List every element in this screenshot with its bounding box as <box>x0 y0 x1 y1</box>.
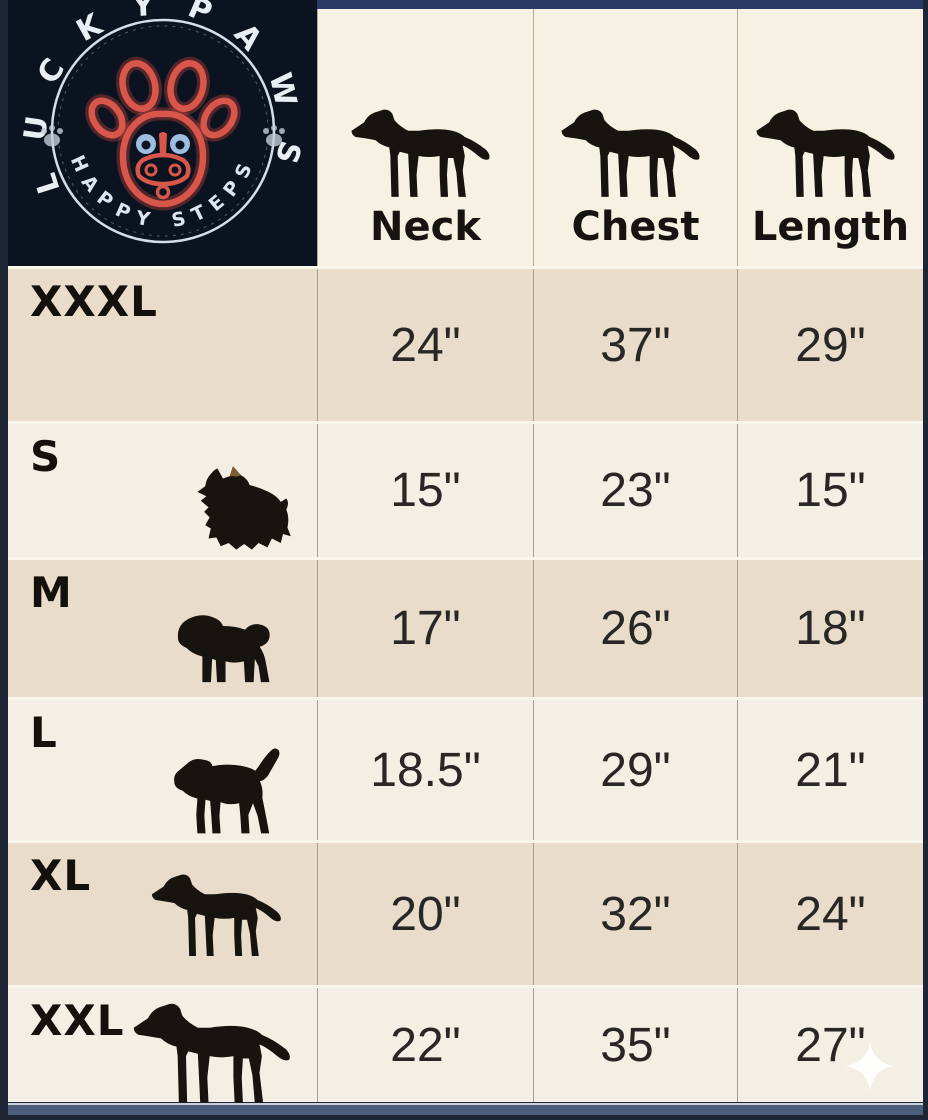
brand-logo: LUCKYPAWS HAPPY STEPS <box>8 0 317 266</box>
column-header-label: Length <box>751 204 910 250</box>
size-cell: L <box>8 700 317 840</box>
neck-value: 24" <box>317 269 533 421</box>
length-value: 15" <box>737 424 923 557</box>
pug-icon <box>167 604 289 687</box>
neck-value: 20" <box>317 843 533 985</box>
column-header-chest: Chest <box>533 0 737 266</box>
size-cell: XL <box>8 843 317 985</box>
dog-face-paw-icon <box>85 56 241 211</box>
chest-value: 37" <box>533 269 737 421</box>
length-value: 24" <box>737 843 923 985</box>
labrador-icon <box>129 985 307 1106</box>
size-label: M <box>30 568 73 617</box>
size-label: XXL <box>30 996 125 1045</box>
top-bar <box>317 0 923 9</box>
dog-silhouette-icon <box>347 93 505 200</box>
beagle-icon <box>167 743 295 838</box>
chest-value: 32" <box>533 843 737 985</box>
size-label: XL <box>30 851 92 900</box>
labrador-icon <box>148 859 295 959</box>
chest-value: 29" <box>533 700 737 840</box>
dog-silhouette-icon <box>752 93 910 200</box>
paw-print-icon <box>263 125 285 147</box>
dog-eyes-icon <box>136 134 190 154</box>
table-row-xl: XL 20" 32" 24" <box>8 843 923 985</box>
yorkshire-terrier-icon <box>193 464 293 553</box>
table-row-s: S 15" 23" 15" <box>8 424 923 557</box>
table-row-xxxl: XXXL 24" 37" 29" <box>8 269 923 421</box>
length-value: 27" <box>737 988 923 1102</box>
size-cell: S <box>8 424 317 557</box>
size-table: LUCKYPAWS HAPPY STEPS <box>8 0 923 1102</box>
size-label: L <box>30 708 58 757</box>
paw-print-icon <box>41 125 63 147</box>
size-cell: XXL <box>8 988 317 1102</box>
length-value: 18" <box>737 560 923 697</box>
neck-value: 22" <box>317 988 533 1102</box>
column-header-label: Chest <box>571 204 700 250</box>
table-row-l: L 18.5" 29" 21" <box>8 700 923 840</box>
bottom-bar <box>8 1103 923 1115</box>
column-header-neck: Neck <box>317 0 533 266</box>
chest-value: 23" <box>533 424 737 557</box>
size-cell: XXXL <box>8 269 317 421</box>
table-row-xxl: XXL 22" 35" 27" <box>8 988 923 1102</box>
neck-value: 18.5" <box>317 700 533 840</box>
neck-value: 15" <box>317 424 533 557</box>
column-header-length: Length <box>737 0 923 266</box>
luckypaws-logo-icon: LUCKYPAWS HAPPY STEPS <box>8 0 317 266</box>
size-cell: M <box>8 560 317 697</box>
sparkle-icon <box>845 1041 895 1091</box>
size-label: XXXL <box>30 277 158 326</box>
chest-value: 26" <box>533 560 737 697</box>
length-value: 29" <box>737 269 923 421</box>
dog-silhouette-icon <box>557 93 715 200</box>
length-value: 21" <box>737 700 923 840</box>
chest-value: 35" <box>533 988 737 1102</box>
column-header-label: Neck <box>370 204 481 250</box>
size-label: S <box>30 432 62 481</box>
neck-value: 17" <box>317 560 533 697</box>
table-row-m: M 17" 26" 18" <box>8 560 923 697</box>
header-row: LUCKYPAWS HAPPY STEPS <box>8 0 923 266</box>
